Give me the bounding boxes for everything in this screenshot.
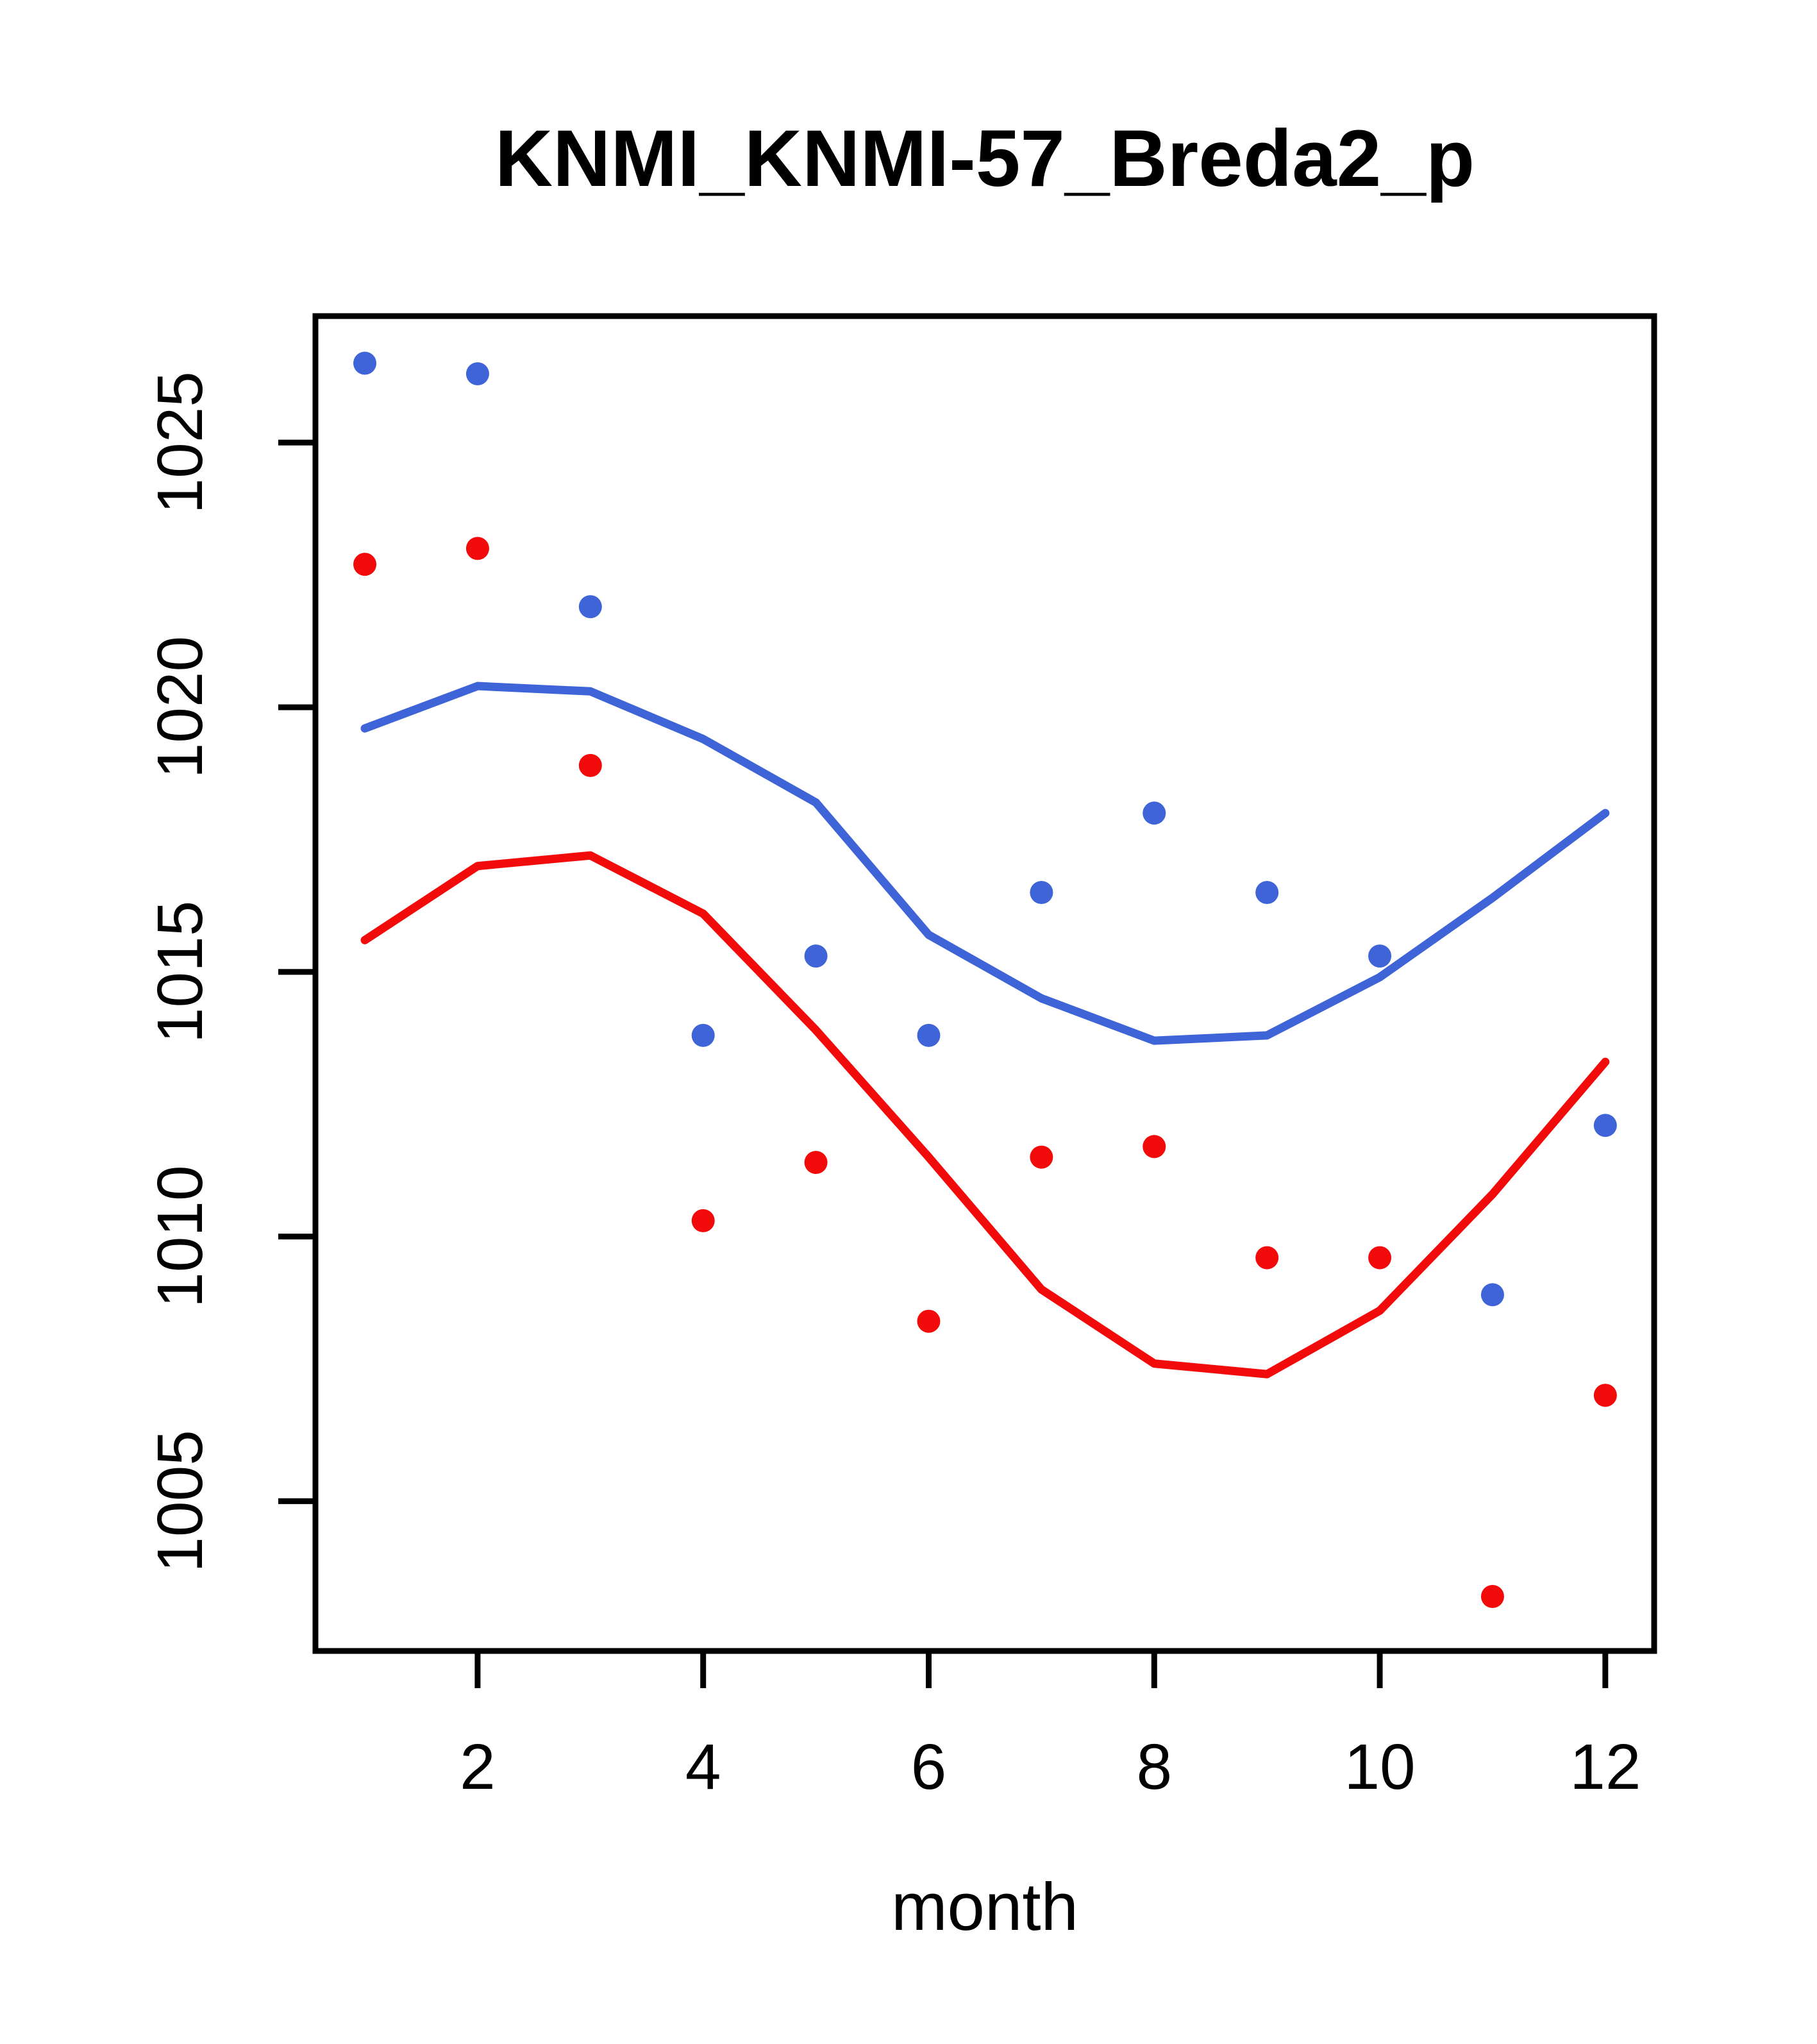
x-tick-label: 12 xyxy=(1570,1731,1641,1803)
x-tick-label: 6 xyxy=(911,1731,947,1803)
blue-point-month-3 xyxy=(578,595,602,619)
series-layer xyxy=(353,351,1617,1608)
red-point-month-4 xyxy=(691,1209,715,1232)
blue-point-month-10 xyxy=(1368,944,1392,968)
y-axis-ticks: 1005 1010 1015 1020 1025 xyxy=(144,371,315,1573)
red-line-series xyxy=(360,851,1610,1378)
blue-point-month-5 xyxy=(804,944,828,968)
chart-title: KNMI_KNMI-57_Breda2_p xyxy=(495,114,1475,203)
plot-area: 2 4 6 8 10 12 1005 1010 1015 1020 1025 xyxy=(144,313,1657,1803)
blue-point-month-12 xyxy=(1593,1114,1617,1137)
blue-point-month-6 xyxy=(917,1023,941,1047)
y-tick-label: 1020 xyxy=(144,636,216,778)
red-point-month-5 xyxy=(804,1151,828,1175)
x-tick-label: 10 xyxy=(1344,1731,1415,1803)
blue-point-month-4 xyxy=(691,1023,715,1047)
blue-point-month-2 xyxy=(465,362,489,385)
blue-line-series xyxy=(360,682,1610,1045)
red-point-month-12 xyxy=(1593,1384,1617,1407)
red-point-month-10 xyxy=(1368,1246,1392,1269)
x-tick-label: 4 xyxy=(685,1731,721,1803)
blue-point-month-8 xyxy=(1143,801,1166,825)
blue-point-month-1 xyxy=(353,351,377,375)
y-tick-label: 1005 xyxy=(144,1430,216,1572)
red-point-month-9 xyxy=(1255,1246,1279,1269)
red-point-month-11 xyxy=(1480,1584,1504,1608)
red-point-month-1 xyxy=(353,553,377,576)
red-point-month-2 xyxy=(465,537,489,560)
y-tick-label: 1015 xyxy=(144,901,216,1043)
red-point-month-7 xyxy=(1030,1145,1053,1169)
blue-point-month-9 xyxy=(1255,881,1279,905)
red-point-month-8 xyxy=(1143,1135,1166,1159)
x-tick-label: 2 xyxy=(460,1731,496,1803)
red-point-month-3 xyxy=(578,753,602,777)
y-tick-label: 1025 xyxy=(144,371,216,514)
red-point-month-6 xyxy=(917,1309,941,1333)
plot-frame xyxy=(312,313,1657,1654)
x-axis-label: month xyxy=(891,1870,1078,1945)
y-tick-label: 1010 xyxy=(144,1165,216,1307)
x-tick-label: 8 xyxy=(1136,1731,1172,1803)
x-axis-ticks: 2 4 6 8 10 12 xyxy=(460,1651,1641,1803)
blue-point-month-7 xyxy=(1030,881,1053,905)
blue-point-month-11 xyxy=(1480,1283,1504,1307)
